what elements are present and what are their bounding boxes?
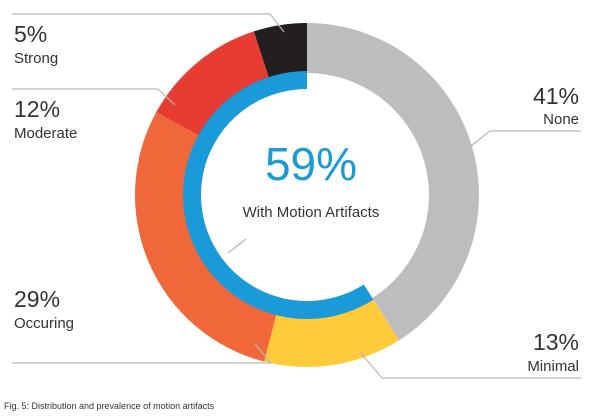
center-percentage: 59% xyxy=(265,138,357,190)
slice-label-moderate: Moderate xyxy=(14,125,77,142)
leader-line-strong xyxy=(12,13,285,33)
slice-label-minimal: Minimal xyxy=(527,358,579,375)
leader-line-moderate xyxy=(12,88,176,106)
pct-label-none: 41% xyxy=(533,83,579,109)
donut-slices xyxy=(134,23,479,367)
pct-label-occuring: 29% xyxy=(14,286,60,312)
slice-label-none: None xyxy=(543,111,579,128)
leader-line-minimal xyxy=(359,351,581,379)
slice-minimal xyxy=(264,298,400,367)
inner-ring xyxy=(182,70,374,319)
slice-label-strong: Strong xyxy=(14,50,58,67)
center-label: With Motion Artifacts xyxy=(243,204,380,221)
figure-caption: Fig. 5: Distribution and prevalence of m… xyxy=(4,401,215,411)
pct-label-moderate: 12% xyxy=(14,96,60,122)
leader-line-occuring xyxy=(12,343,273,364)
leader-line-none xyxy=(465,130,581,151)
slice-label-occuring: Occuring xyxy=(14,315,74,332)
inner-ring-arc xyxy=(182,70,374,319)
leader-line-center xyxy=(227,238,247,254)
pct-label-minimal: 13% xyxy=(533,329,579,355)
slice-none xyxy=(307,23,479,341)
slice-strong xyxy=(253,23,307,79)
slice-moderate xyxy=(156,31,270,137)
pct-label-strong: 5% xyxy=(14,21,47,47)
